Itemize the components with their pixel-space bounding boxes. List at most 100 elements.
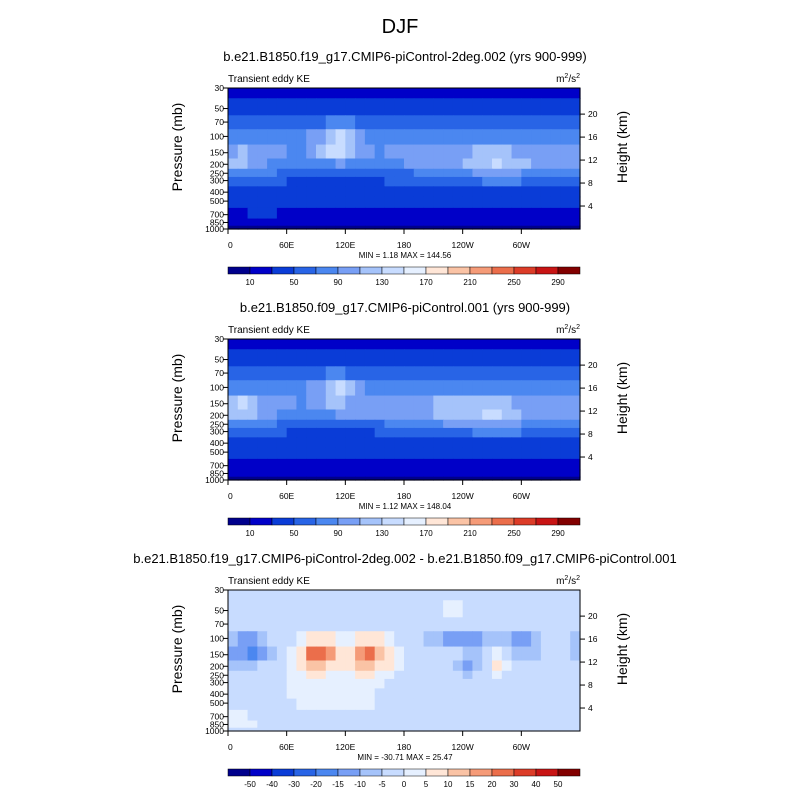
field-cell [364,168,376,178]
field-cell [404,115,415,130]
y-tick-label: 150 [210,148,224,158]
field-cell [482,158,493,170]
field-cell [482,225,493,230]
field-cell [374,646,386,662]
field-cell [325,709,337,722]
field-cell [276,670,288,680]
field-cell [286,168,298,178]
field-cell [521,144,532,160]
colorbar-label: -30 [288,780,300,789]
field-cell [355,98,366,116]
field-cell [394,144,405,160]
field-cell [286,88,298,99]
field-cell [501,678,513,689]
x-tick-label: 0 [228,491,233,501]
field-cell [423,617,434,632]
field-cell [501,617,513,632]
field-cell [462,366,474,381]
field-cell [443,631,454,648]
field-cell [423,196,434,209]
field-cell [345,339,356,350]
field-cell [355,176,366,187]
plot-area: 3050701001502002503004005007008501000481… [205,83,598,250]
field-cell [374,98,386,116]
colorbar-box [469,768,493,777]
field-cell [374,158,386,170]
field-cell [335,129,346,146]
field-cell [325,678,337,689]
field-cell [482,129,493,146]
field-cell [325,646,337,662]
y-tick-label: 100 [210,633,224,643]
colorbar-box [425,266,449,275]
field-cell [306,225,317,230]
field-cell [452,186,464,198]
field-cell [423,709,434,722]
field-cell [267,427,278,438]
field-cell [404,600,415,618]
field-cell [374,660,386,672]
field-cell [228,395,239,411]
field-cell [228,218,239,227]
field-cell [511,144,522,160]
field-cell [345,207,356,220]
field-cell [355,380,366,397]
colorbar-label: 10 [444,780,453,789]
colorbar-label: 250 [507,529,521,538]
field-cell [286,670,298,680]
field-cell [306,395,317,411]
field-cell [306,698,317,711]
y-axis-label: Pressure (mb) [169,605,185,694]
field-cell [443,646,454,662]
field-cell [355,469,366,478]
field-cell [462,225,474,230]
field-cell [560,617,571,632]
field-cell [237,670,249,680]
colorbar-box [491,517,515,526]
field-cell [296,339,307,350]
field-cell [364,709,376,722]
field-cell [237,646,249,662]
colorbar-box [227,768,251,777]
field-cell [345,646,356,662]
field-cell [394,727,405,732]
field-cell [306,437,317,449]
height-tick-label: 4 [588,452,593,462]
field-cell [364,698,376,711]
field-cell [462,409,474,421]
field-cell [404,129,415,146]
field-cell [306,469,317,478]
field-cell [404,186,415,198]
field-cell [296,458,307,471]
field-cell [374,144,386,160]
field-cell [540,339,552,350]
field-cell [531,196,542,209]
field-cell [443,218,454,227]
field-cell [257,186,268,198]
field-cell [247,660,258,672]
field-cell [413,458,425,471]
field-cell [247,115,258,130]
field-cell [413,225,425,230]
field-cell [384,720,395,729]
field-cell [394,218,405,227]
field-cell [384,98,395,116]
field-cell [257,698,268,711]
field-cell [570,176,581,187]
field-cell [355,437,366,449]
field-cell [306,196,317,209]
field-cell [482,646,493,662]
field-cell [306,688,317,700]
field-cell [423,476,434,481]
field-cell [482,115,493,130]
field-cell [462,688,474,700]
colorbar-label: -5 [378,780,386,789]
field-cell [335,158,346,170]
contour-field [228,339,581,481]
field-cell [511,186,522,198]
field-cell [237,144,249,160]
field-cell [345,590,356,601]
field-cell [384,88,395,99]
field-cell [452,709,464,722]
field-cell [364,158,376,170]
